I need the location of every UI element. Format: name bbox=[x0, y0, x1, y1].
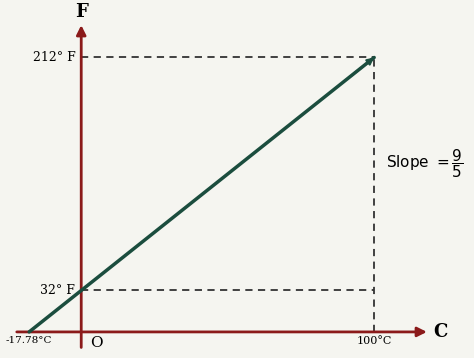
Text: C: C bbox=[433, 323, 447, 341]
Text: 32° F: 32° F bbox=[40, 284, 75, 297]
Text: O: O bbox=[90, 336, 103, 350]
Text: F: F bbox=[75, 3, 88, 21]
Text: 212° F: 212° F bbox=[33, 51, 75, 64]
Text: -17.78°C: -17.78°C bbox=[6, 336, 53, 345]
Text: 100°C: 100°C bbox=[356, 336, 392, 346]
Text: Slope $= \dfrac{9}{5}$: Slope $= \dfrac{9}{5}$ bbox=[386, 147, 464, 180]
